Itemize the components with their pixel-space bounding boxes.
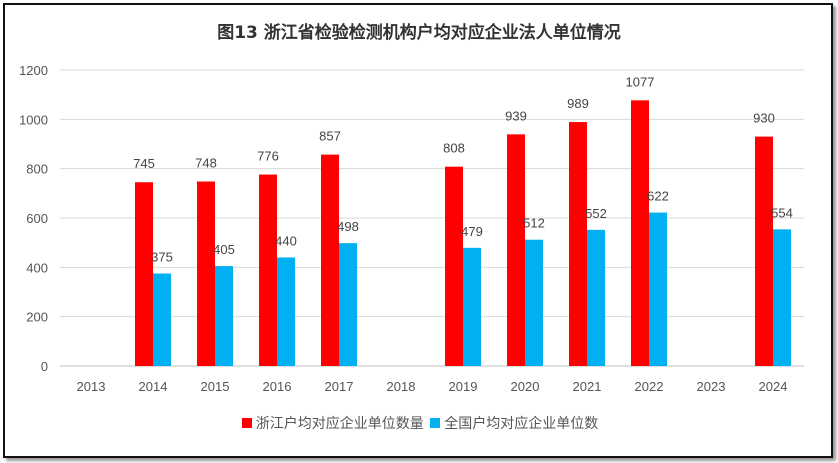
bar-zhejiang xyxy=(569,122,587,367)
y-tick-label: 1000 xyxy=(19,112,48,127)
y-tick-label: 1200 xyxy=(19,63,48,78)
bar-zhejiang xyxy=(259,174,277,366)
data-label: 857 xyxy=(319,129,341,144)
data-label: 479 xyxy=(461,224,483,239)
data-label: 776 xyxy=(257,149,279,164)
data-label: 748 xyxy=(195,155,217,170)
x-tick-label: 2019 xyxy=(449,379,478,394)
legend: 浙江户均对应企业单位数量 全国户均对应企业单位数 xyxy=(0,413,838,433)
data-label: 512 xyxy=(523,216,545,231)
x-tick-label: 2014 xyxy=(139,379,168,394)
bar-national xyxy=(339,243,357,366)
bar-national xyxy=(153,273,171,366)
data-label: 930 xyxy=(753,111,775,126)
x-tick-label: 2024 xyxy=(759,379,788,394)
y-tick-label: 0 xyxy=(41,359,48,374)
bar-national xyxy=(773,229,791,366)
bar-national xyxy=(463,247,481,366)
data-label: 989 xyxy=(567,96,589,111)
legend-label-zhejiang: 浙江户均对应企业单位数量 xyxy=(255,416,424,432)
x-tick-label: 2018 xyxy=(387,379,416,394)
data-label: 554 xyxy=(771,205,793,220)
bar-national xyxy=(587,229,605,366)
bar-national xyxy=(525,239,543,366)
data-label: 375 xyxy=(151,250,173,265)
data-label: 808 xyxy=(443,141,465,156)
y-tick-label: 600 xyxy=(26,211,48,226)
legend-label-national: 全国户均对应企业单位数 xyxy=(444,416,599,432)
bar-zhejiang xyxy=(631,100,649,366)
x-tick-label: 2016 xyxy=(263,379,292,394)
x-tick-label: 2017 xyxy=(325,379,354,394)
y-tick-label: 400 xyxy=(26,260,48,275)
data-label: 552 xyxy=(585,206,607,221)
data-label: 405 xyxy=(213,242,235,257)
data-label: 622 xyxy=(647,189,669,204)
bar-zhejiang xyxy=(507,134,525,366)
data-label: 745 xyxy=(133,156,155,171)
y-tick-label: 200 xyxy=(26,310,48,325)
x-tick-label: 2020 xyxy=(511,379,540,394)
bar-zhejiang xyxy=(135,182,153,366)
data-label: 939 xyxy=(505,108,527,123)
data-label: 498 xyxy=(337,219,359,234)
bar-zhejiang xyxy=(445,166,463,366)
x-tick-label: 2013 xyxy=(77,379,106,394)
y-tick-label: 800 xyxy=(26,162,48,177)
chart-title: 图13 浙江省检验检测机构户均对应企业法人单位情况 xyxy=(217,23,621,43)
data-label: 1077 xyxy=(626,74,655,89)
bar-national xyxy=(649,212,667,366)
bar-zhejiang xyxy=(755,136,773,366)
x-tick-label: 2023 xyxy=(697,379,726,394)
x-tick-label: 2015 xyxy=(201,379,230,394)
legend-swatch-national xyxy=(430,418,441,428)
bar-national xyxy=(277,257,295,366)
legend-swatch-zhejiang xyxy=(241,418,252,428)
bar-zhejiang xyxy=(321,154,339,366)
bar-zhejiang xyxy=(197,181,215,366)
x-tick-label: 2021 xyxy=(573,379,602,394)
x-tick-label: 2022 xyxy=(635,379,664,394)
data-label: 440 xyxy=(275,233,297,248)
bar-national xyxy=(215,266,233,366)
